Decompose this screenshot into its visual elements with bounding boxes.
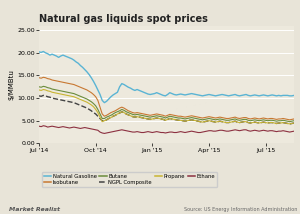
NGPL Composite <box>236 121 239 123</box>
Isobutane <box>92 93 95 96</box>
Isobutane <box>288 119 291 121</box>
Propane <box>240 121 244 123</box>
Line: NGPL Composite: NGPL Composite <box>39 95 294 124</box>
Y-axis label: $/MMBtu: $/MMBtu <box>8 69 14 100</box>
Natural Gasoline <box>238 95 241 97</box>
Ethane <box>103 132 106 135</box>
Line: Ethane: Ethane <box>39 126 294 133</box>
Butane <box>92 102 95 105</box>
NGPL Composite <box>216 120 220 123</box>
Ethane <box>37 125 41 128</box>
Text: Source: US Energy Information Administration: Source: US Energy Information Administra… <box>184 207 297 212</box>
Ethane <box>242 129 246 131</box>
Natural Gasoline <box>218 94 222 96</box>
Natural Gasoline <box>92 80 95 83</box>
Propane <box>92 106 95 108</box>
Text: Market Realist: Market Realist <box>9 207 60 212</box>
Line: Butane: Butane <box>39 86 294 122</box>
NGPL Composite <box>240 121 244 123</box>
Isobutane <box>292 118 296 120</box>
Isobutane <box>37 76 41 79</box>
NGPL Composite <box>92 111 95 114</box>
Natural Gasoline <box>242 94 246 96</box>
Butane <box>292 119 296 122</box>
Butane <box>216 118 220 121</box>
Butane <box>68 91 71 94</box>
Ethane <box>218 129 222 132</box>
Isobutane <box>236 117 239 119</box>
Text: Natural gas liquids spot prices: Natural gas liquids spot prices <box>39 13 208 24</box>
Natural Gasoline <box>37 51 41 53</box>
NGPL Composite <box>292 122 296 124</box>
Isobutane <box>68 82 71 85</box>
NGPL Composite <box>42 94 45 97</box>
Propane <box>42 88 45 91</box>
Natural Gasoline <box>292 94 296 97</box>
Legend: Natural Gasoline, Isobutane, Butane, NGPL Composite, Propane, Ethane: Natural Gasoline, Isobutane, Butane, NGP… <box>42 172 218 187</box>
Natural Gasoline <box>129 87 132 89</box>
Ethane <box>238 129 241 132</box>
Butane <box>37 86 41 88</box>
Propane <box>127 114 130 116</box>
Natural Gasoline <box>42 50 45 53</box>
Ethane <box>129 130 132 133</box>
Natural Gasoline <box>68 56 71 59</box>
Line: Isobutane: Isobutane <box>39 77 294 120</box>
NGPL Composite <box>68 100 71 103</box>
Butane <box>236 119 239 121</box>
Isobutane <box>127 110 130 112</box>
Line: Natural Gasoline: Natural Gasoline <box>39 52 294 103</box>
Propane <box>288 123 291 125</box>
Line: Propane: Propane <box>39 89 294 124</box>
Isobutane <box>42 76 45 79</box>
Propane <box>216 120 220 123</box>
Ethane <box>42 125 45 127</box>
Ethane <box>68 127 71 129</box>
Isobutane <box>240 117 244 119</box>
Butane <box>240 119 244 121</box>
Propane <box>68 95 71 97</box>
NGPL Composite <box>288 123 291 125</box>
NGPL Composite <box>127 114 130 116</box>
Ethane <box>292 130 296 132</box>
Butane <box>127 111 130 114</box>
Natural Gasoline <box>103 101 106 104</box>
Propane <box>292 122 296 124</box>
Propane <box>236 121 239 123</box>
Propane <box>37 89 41 91</box>
NGPL Composite <box>37 95 41 97</box>
Butane <box>288 120 291 123</box>
Butane <box>42 85 45 88</box>
Ethane <box>92 128 95 131</box>
Isobutane <box>216 116 220 119</box>
